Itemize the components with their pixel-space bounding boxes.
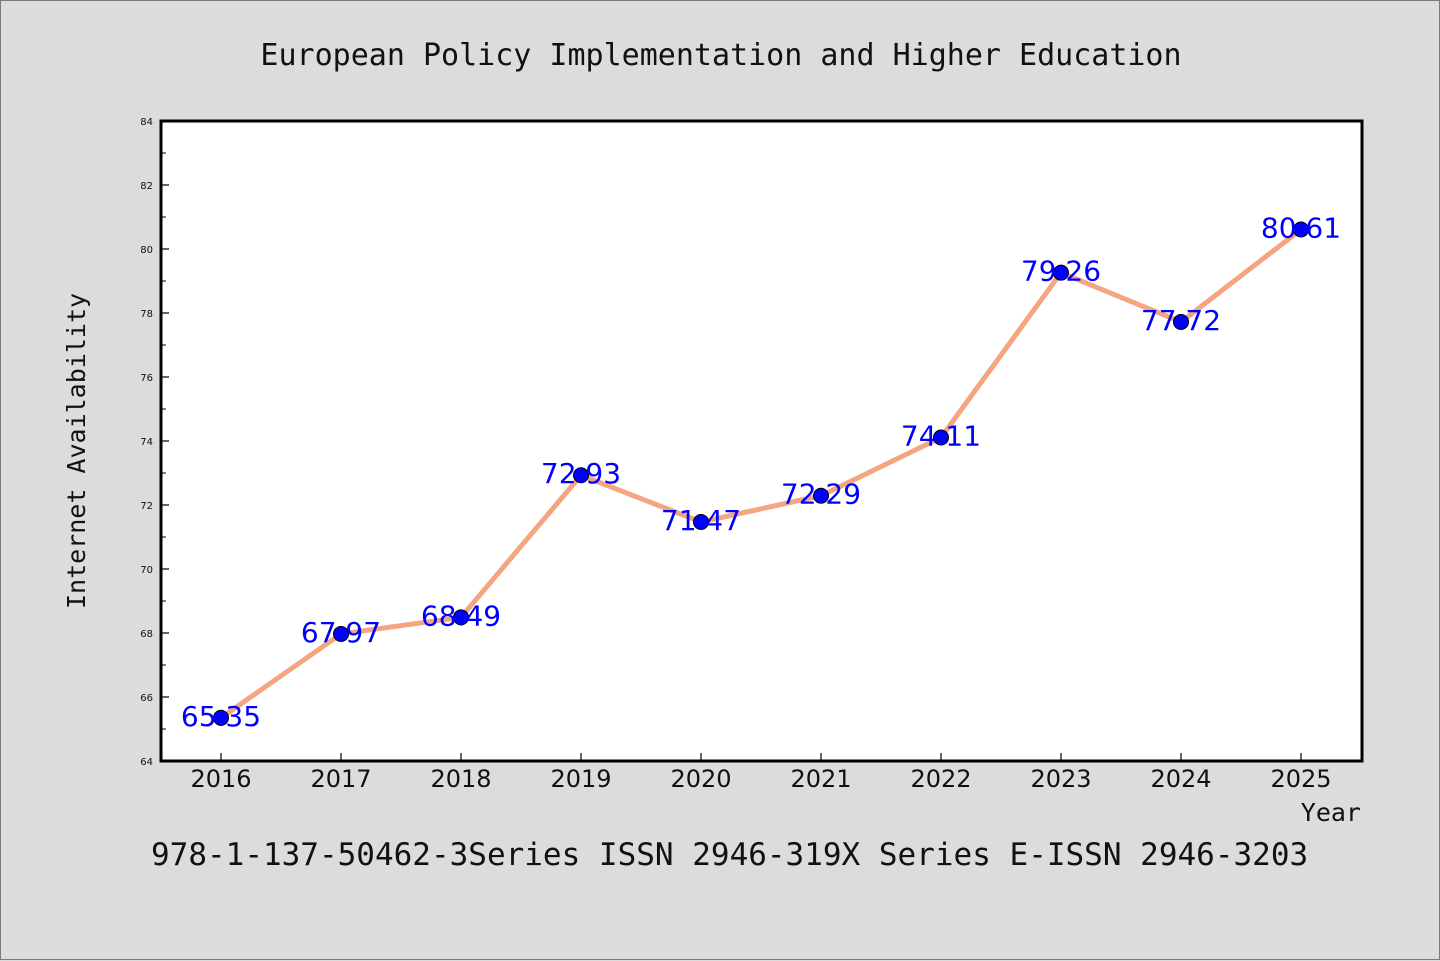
footer-isbn-issn: 978-1-137-50462-3Series ISSN 2946-319X S… — [151, 837, 1308, 873]
x-tick-label: 2021 — [790, 765, 851, 793]
y-axis-label: Internet Availability — [62, 293, 91, 609]
data-point — [1053, 264, 1069, 281]
y-tick-label: 66 — [140, 693, 153, 704]
data-label: 74.11 — [901, 419, 981, 452]
data-label: 72.29 — [781, 478, 861, 511]
data-label: 80.61 — [1261, 211, 1341, 244]
series-line — [218, 226, 1304, 721]
x-tick-label: 2016 — [190, 765, 251, 793]
y-tick-label: 80 — [140, 245, 153, 256]
x-axis-label: Year — [1301, 798, 1361, 827]
x-tick-label: 2024 — [1150, 765, 1211, 793]
y-tick-label: 72 — [140, 501, 153, 512]
data-label: 72.93 — [541, 457, 621, 490]
data-label: 65.35 — [181, 700, 261, 733]
x-axis: 2016 2017 2018 2019 2020 2021 2022 2023 2024 2025 — [190, 753, 1332, 793]
y-tick-label: 84 — [140, 117, 153, 128]
series-markers — [213, 221, 1309, 726]
plot-area — [159, 119, 1364, 763]
data-point — [453, 609, 469, 626]
data-label: 77.72 — [1141, 304, 1221, 337]
y-tick-label: 78 — [140, 309, 153, 320]
data-label: 79.26 — [1021, 255, 1101, 288]
data-label: 71.47 — [661, 504, 741, 537]
x-tick-label: 2023 — [1030, 765, 1091, 793]
data-labels: 65.35 67.97 68.49 72.93 71.47 72.29 74.11 79.26… — [181, 211, 1341, 732]
x-tick-label: 2022 — [910, 765, 971, 793]
x-tick-label: 2025 — [1270, 765, 1331, 793]
y-tick-label: 68 — [140, 629, 153, 640]
data-label: 67.97 — [301, 616, 381, 649]
data-point — [1173, 313, 1189, 330]
data-point — [1293, 221, 1309, 238]
data-point — [573, 467, 589, 484]
data-point — [213, 709, 229, 726]
data-point — [813, 487, 829, 504]
data-point — [933, 429, 949, 446]
data-point — [333, 625, 349, 642]
chart-title: European Policy Implementation and Highe… — [260, 38, 1181, 73]
y-tick-label: 70 — [140, 565, 153, 576]
y-axis: 64 66 68 70 72 74 76 78 80 82 84 — [140, 117, 169, 768]
data-point — [693, 513, 709, 530]
x-tick-label: 2019 — [550, 765, 611, 793]
y-tick-label: 64 — [140, 757, 153, 768]
y-tick-label: 76 — [140, 373, 153, 384]
y-tick-label: 74 — [140, 437, 153, 448]
x-tick-label: 2020 — [670, 765, 731, 793]
data-label: 68.49 — [421, 599, 501, 632]
x-tick-label: 2017 — [310, 765, 371, 793]
y-tick-label: 82 — [140, 181, 153, 192]
x-tick-label: 2018 — [430, 765, 491, 793]
